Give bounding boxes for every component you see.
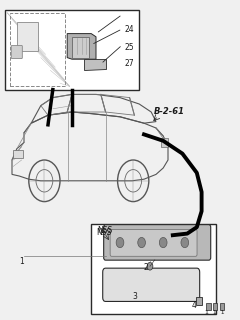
FancyBboxPatch shape <box>206 303 211 310</box>
Bar <box>161 138 168 147</box>
Bar <box>91 224 216 314</box>
Circle shape <box>159 237 167 248</box>
FancyBboxPatch shape <box>220 303 224 310</box>
Bar <box>13 150 23 158</box>
Bar <box>72 37 89 58</box>
Polygon shape <box>67 34 96 59</box>
Circle shape <box>138 237 145 248</box>
Text: NSS: NSS <box>96 228 111 237</box>
Circle shape <box>116 237 124 248</box>
Circle shape <box>147 262 153 270</box>
Text: 2: 2 <box>144 263 149 272</box>
Text: 1: 1 <box>19 257 24 266</box>
Text: 25: 25 <box>125 43 134 52</box>
FancyBboxPatch shape <box>104 225 211 260</box>
FancyBboxPatch shape <box>213 303 217 310</box>
FancyBboxPatch shape <box>196 297 202 305</box>
FancyBboxPatch shape <box>103 268 200 301</box>
Text: 27: 27 <box>125 59 134 68</box>
Text: 3: 3 <box>132 292 137 301</box>
Text: 24: 24 <box>125 25 134 34</box>
Polygon shape <box>84 59 106 70</box>
Bar <box>17 22 38 51</box>
FancyBboxPatch shape <box>110 229 197 256</box>
Bar <box>5 10 139 90</box>
Text: NSS: NSS <box>97 226 113 235</box>
Text: 1  1  1: 1 1 1 <box>205 310 225 315</box>
Text: B-2-61: B-2-61 <box>154 107 185 116</box>
FancyBboxPatch shape <box>11 45 22 59</box>
Text: 4: 4 <box>192 301 197 310</box>
Circle shape <box>181 237 189 248</box>
